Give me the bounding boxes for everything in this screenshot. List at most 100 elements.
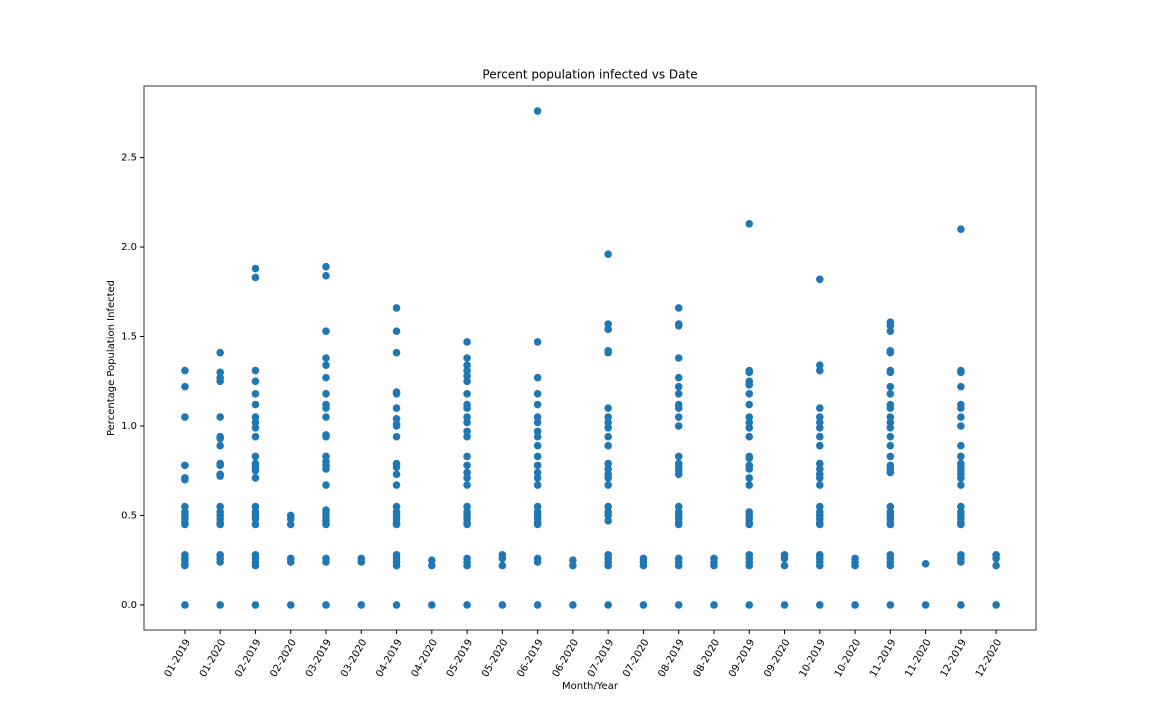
point xyxy=(992,554,1000,563)
point xyxy=(533,441,542,450)
point xyxy=(745,368,754,377)
point xyxy=(533,474,542,482)
point xyxy=(533,418,542,427)
point xyxy=(957,413,965,421)
x-tick-label: 11-2020 xyxy=(903,638,933,680)
point xyxy=(604,404,612,412)
point xyxy=(604,511,612,520)
point xyxy=(181,475,189,484)
point xyxy=(392,481,401,489)
point xyxy=(286,515,295,523)
point xyxy=(886,413,895,421)
point xyxy=(745,389,754,398)
point xyxy=(604,320,612,328)
point xyxy=(886,452,895,461)
point xyxy=(251,400,260,409)
point xyxy=(815,561,824,570)
point xyxy=(251,474,260,482)
point xyxy=(322,465,330,473)
point xyxy=(815,481,824,489)
point xyxy=(463,561,471,570)
point xyxy=(780,561,789,570)
point xyxy=(815,474,824,482)
point xyxy=(886,432,895,441)
point xyxy=(604,459,612,468)
y-axis-label: Percentage Population Infected xyxy=(106,280,117,436)
y-tick-label: 1.5 xyxy=(121,332,137,343)
point xyxy=(815,366,824,375)
point xyxy=(286,520,295,529)
point xyxy=(886,348,895,357)
point xyxy=(957,382,965,391)
point xyxy=(322,520,330,529)
x-tick-label: 02-2019 xyxy=(233,638,263,680)
point xyxy=(674,561,683,570)
point xyxy=(216,377,224,386)
point xyxy=(322,404,330,412)
point xyxy=(357,601,366,609)
point xyxy=(604,325,612,334)
point xyxy=(745,454,754,463)
point xyxy=(886,561,895,570)
point xyxy=(710,601,718,609)
point xyxy=(533,389,542,398)
point xyxy=(392,502,401,511)
point xyxy=(463,502,471,511)
point xyxy=(815,423,824,432)
point xyxy=(674,601,683,609)
point xyxy=(216,461,224,470)
point xyxy=(498,561,507,570)
point xyxy=(780,554,789,563)
point xyxy=(815,404,824,412)
x-tick-label: 02-2020 xyxy=(268,638,298,680)
point xyxy=(322,354,330,362)
point xyxy=(181,461,189,470)
point xyxy=(604,250,612,259)
point xyxy=(251,377,260,386)
x-tick-label: 08-2019 xyxy=(656,638,686,680)
point xyxy=(851,561,859,570)
point xyxy=(463,432,471,441)
point xyxy=(886,441,895,450)
point xyxy=(533,461,542,470)
point xyxy=(322,389,330,398)
point xyxy=(674,321,683,330)
point xyxy=(181,561,189,570)
point xyxy=(251,273,260,282)
point xyxy=(745,520,754,529)
point xyxy=(251,389,260,398)
point xyxy=(533,601,542,609)
y-tick-label: 2.0 xyxy=(121,242,137,253)
x-tick-label: 09-2020 xyxy=(762,638,792,680)
point xyxy=(286,601,295,609)
y-tick-label: 0.5 xyxy=(121,510,137,521)
point xyxy=(322,558,330,566)
point xyxy=(322,601,330,609)
point xyxy=(463,468,471,477)
point xyxy=(957,452,965,461)
point xyxy=(957,441,965,450)
point xyxy=(463,389,471,398)
point xyxy=(815,502,824,511)
point xyxy=(992,561,1000,570)
x-tick-label: 06-2019 xyxy=(515,638,545,680)
point xyxy=(674,382,683,391)
point xyxy=(216,520,224,529)
point xyxy=(251,418,260,427)
point xyxy=(322,373,330,382)
point xyxy=(604,423,612,432)
point xyxy=(639,561,648,570)
point xyxy=(533,338,542,346)
point xyxy=(392,422,401,430)
point xyxy=(216,441,224,450)
point xyxy=(463,338,471,346)
x-tick-label: 10-2019 xyxy=(798,638,828,680)
point xyxy=(815,520,824,529)
point xyxy=(604,413,612,421)
point xyxy=(251,466,260,475)
point xyxy=(428,556,436,565)
point xyxy=(216,368,224,377)
point xyxy=(674,404,683,412)
point xyxy=(181,366,189,375)
point xyxy=(392,404,401,412)
